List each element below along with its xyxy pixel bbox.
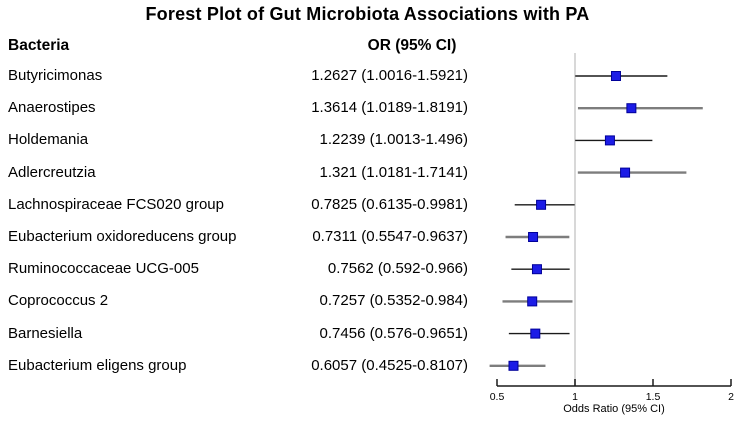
- row-bacteria-name: Adlercreutzia: [8, 163, 96, 181]
- row-or-ci-value: 1.321 (1.0181-1.7141): [319, 163, 468, 181]
- row-bacteria-name: Holdemania: [8, 131, 89, 149]
- figure-title: Forest Plot of Gut Microbiota Associatio…: [145, 4, 590, 24]
- x-axis-label: Odds Ratio (95% CI): [563, 403, 664, 415]
- row-bacteria-name: Eubacterium eligens group: [8, 356, 187, 374]
- or-marker: [528, 232, 539, 242]
- row-bacteria-name: Coprococcus 2: [8, 292, 109, 310]
- x-tick-label: 2: [728, 391, 734, 403]
- row-or-ci-value: 0.7562 (0.592-0.966): [327, 260, 468, 278]
- or-marker: [620, 167, 631, 178]
- or-marker: [626, 103, 637, 114]
- or-marker: [527, 296, 538, 307]
- or-marker: [536, 199, 547, 210]
- row-or-ci-value: 1.3614 (1.0189-1.8191): [311, 99, 468, 117]
- x-tick-label: 1: [572, 391, 578, 403]
- row-bacteria-name: Butyricimonas: [8, 67, 103, 84]
- row-bacteria-name: Lachnospiraceae FCS020 group: [8, 195, 224, 213]
- x-tick-label: 0.5: [490, 391, 505, 403]
- or-marker: [604, 135, 615, 146]
- or-marker: [610, 71, 621, 81]
- row-or-ci-value: 0.7825 (0.6135-0.9981): [311, 195, 468, 213]
- row-or-ci-value: 0.7456 (0.576-0.9651): [319, 324, 468, 342]
- row-bacteria-name: Barnesiella: [8, 324, 83, 342]
- or-marker: [530, 328, 541, 339]
- row-bacteria-name: Ruminococcaceae UCG-005: [8, 260, 199, 278]
- or-marker: [508, 360, 519, 371]
- x-tick-label: 1.5: [646, 391, 661, 403]
- row-bacteria-name: Eubacterium oxidoreducens group: [8, 228, 237, 245]
- row-or-ci-value: 0.6057 (0.4525-0.8107): [311, 356, 468, 374]
- column-header-or-ci: OR (95% CI): [367, 37, 457, 54]
- row-bacteria-name: Anaerostipes: [8, 99, 96, 117]
- or-marker: [531, 264, 542, 275]
- row-or-ci-value: 0.7311 (0.5547-0.9637): [312, 228, 468, 245]
- column-header-bacteria: Bacteria: [8, 37, 70, 54]
- row-or-ci-value: 0.7257 (0.5352-0.984): [319, 292, 468, 310]
- row-or-ci-value: 1.2627 (1.0016-1.5921): [311, 67, 468, 84]
- row-or-ci-value: 1.2239 (1.0013-1.496): [319, 131, 468, 149]
